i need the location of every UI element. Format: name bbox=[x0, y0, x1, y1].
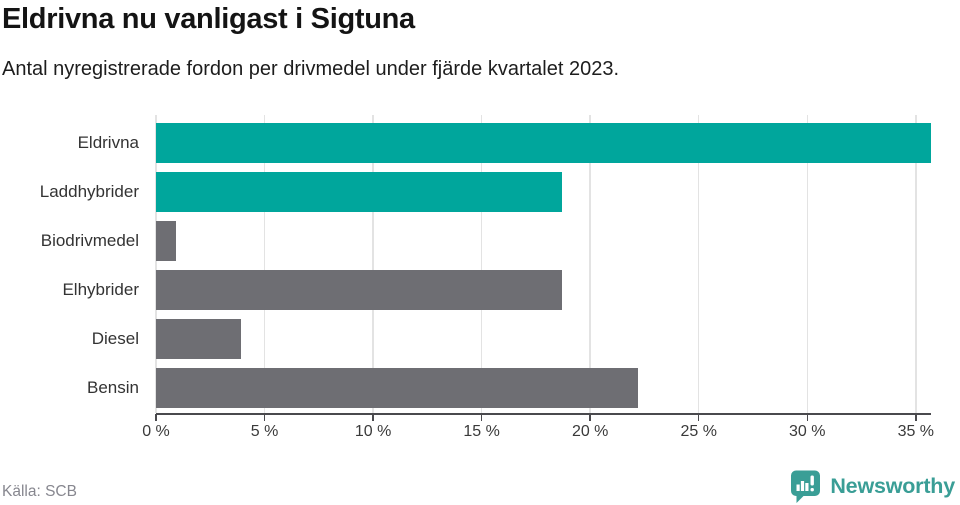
gridline-5 bbox=[263, 115, 266, 413]
category-label-eldrivna: Eldrivna bbox=[77, 132, 139, 152]
gridline-15 bbox=[480, 115, 483, 413]
x-axis-tick-35 bbox=[915, 414, 917, 421]
category-label-biodrivmedel: Biodrivmedel bbox=[40, 230, 139, 250]
gridline-30 bbox=[806, 115, 808, 413]
newsworthy-logo: Newsworthy bbox=[790, 470, 955, 503]
bar-eldrivna bbox=[156, 122, 931, 163]
bar-biodrivmedel bbox=[156, 220, 176, 261]
category-label-elhybrider: Elhybrider bbox=[62, 280, 139, 300]
bar-laddhybrider bbox=[156, 171, 562, 212]
gridline-10 bbox=[372, 115, 374, 413]
bar-elhybrider bbox=[156, 270, 562, 311]
x-axis-tick-label-35: 35 % bbox=[897, 423, 935, 440]
newsworthy-speech-bubble-chart-icon bbox=[790, 470, 821, 503]
x-axis-tick-10 bbox=[372, 414, 374, 421]
bar-bensin bbox=[156, 368, 638, 409]
x-axis-tick-label-30: 30 % bbox=[789, 423, 826, 440]
category-label-laddhybrider: Laddhybrider bbox=[39, 181, 139, 201]
x-axis-tick-label-5: 5 % bbox=[250, 423, 279, 440]
chart-title: Eldrivna nu vanligast i Sigtuna bbox=[2, 3, 415, 35]
x-axis-tick-0 bbox=[155, 414, 157, 421]
chart-subtitle: Antal nyregistrerade fordon per drivmede… bbox=[2, 58, 620, 80]
gridline-20 bbox=[589, 115, 591, 413]
x-axis-tick-label-15: 15 % bbox=[463, 423, 500, 440]
gridline-0 bbox=[155, 115, 157, 413]
bar-diesel bbox=[156, 319, 241, 360]
x-axis-tick-label-0: 0 % bbox=[142, 423, 170, 440]
category-label-bensin: Bensin bbox=[87, 378, 139, 398]
category-label-diesel: Diesel bbox=[91, 329, 139, 349]
x-axis-tick-5 bbox=[263, 414, 266, 421]
x-axis-tick-30 bbox=[806, 414, 808, 421]
newsworthy-wordmark: Newsworthy bbox=[830, 474, 955, 498]
x-axis-line bbox=[156, 413, 931, 415]
gridline-35 bbox=[915, 115, 917, 413]
gridline-25 bbox=[697, 115, 700, 413]
x-axis-tick-25 bbox=[697, 414, 700, 421]
x-axis-tick-label-25: 25 % bbox=[680, 423, 717, 440]
x-axis-tick-20 bbox=[589, 414, 591, 421]
source-attribution: Källa: SCB bbox=[2, 483, 77, 500]
x-axis-tick-label-10: 10 % bbox=[354, 423, 392, 440]
x-axis-tick-label-20: 20 % bbox=[571, 423, 609, 440]
x-axis-tick-15 bbox=[480, 414, 483, 421]
